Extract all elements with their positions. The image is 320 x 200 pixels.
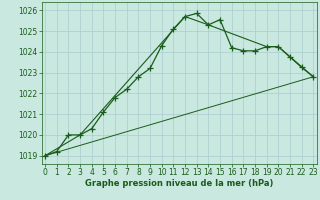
X-axis label: Graphe pression niveau de la mer (hPa): Graphe pression niveau de la mer (hPa) bbox=[85, 179, 273, 188]
